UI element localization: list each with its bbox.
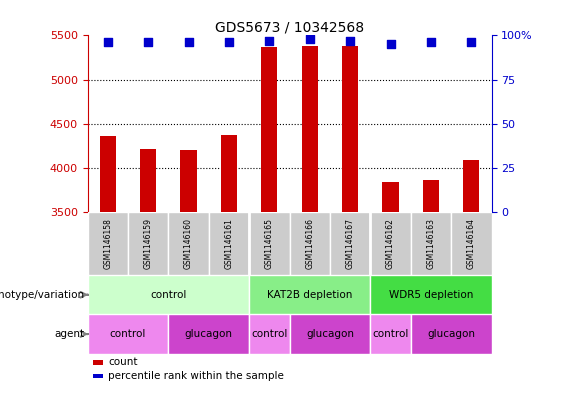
Text: genotype/variation: genotype/variation (0, 290, 85, 300)
Point (144, 39, 153, 46)
Bar (411, 212, 451, 275)
Point (346, 37, 355, 44)
Point (386, 41, 395, 47)
Bar (140, 149, 157, 212)
Bar (88, 314, 168, 354)
Text: control: control (372, 329, 408, 339)
Bar (463, 160, 480, 212)
Bar (249, 314, 289, 354)
Bar (180, 150, 197, 212)
Point (103, 39, 112, 46)
Text: count: count (108, 357, 137, 367)
Point (184, 39, 193, 46)
Bar (168, 212, 209, 275)
Bar (249, 275, 371, 314)
Bar (261, 47, 277, 212)
Text: GSM1146165: GSM1146165 (265, 218, 274, 269)
Bar (209, 212, 249, 275)
Bar (290, 212, 330, 275)
Bar (168, 314, 249, 354)
Text: GSM1146159: GSM1146159 (144, 218, 153, 269)
Bar (99, 136, 116, 212)
Text: GSM1146158: GSM1146158 (103, 218, 112, 269)
Bar (451, 212, 492, 275)
Text: agent: agent (55, 329, 85, 339)
Bar (371, 314, 411, 354)
Bar (128, 212, 168, 275)
Point (467, 39, 476, 46)
Text: GSM1146162: GSM1146162 (386, 218, 395, 269)
Bar (290, 314, 371, 354)
Bar (330, 212, 371, 275)
Bar (371, 212, 411, 275)
Bar (383, 182, 399, 212)
Text: glucagon: glucagon (306, 329, 354, 339)
Text: GSM1146161: GSM1146161 (224, 218, 233, 269)
Point (265, 37, 274, 44)
Text: GSM1146160: GSM1146160 (184, 218, 193, 269)
Text: KAT2B depletion: KAT2B depletion (267, 290, 353, 300)
Bar (342, 46, 358, 212)
Text: WDR5 depletion: WDR5 depletion (389, 290, 473, 300)
Text: GSM1146166: GSM1146166 (305, 218, 314, 269)
Bar (88, 212, 128, 275)
Bar (88, 275, 249, 314)
Text: GSM1146163: GSM1146163 (427, 218, 436, 269)
Bar (249, 212, 289, 275)
Point (427, 39, 436, 46)
Text: control: control (110, 329, 146, 339)
Bar (411, 314, 492, 354)
Text: glucagon: glucagon (185, 329, 233, 339)
Text: control: control (150, 290, 186, 300)
Title: GDS5673 / 10342568: GDS5673 / 10342568 (215, 20, 364, 34)
Bar (302, 46, 318, 212)
Bar (221, 135, 237, 212)
Bar (423, 180, 439, 212)
Text: glucagon: glucagon (427, 329, 475, 339)
Text: GSM1146164: GSM1146164 (467, 218, 476, 269)
Bar (371, 275, 492, 314)
Point (305, 36, 314, 42)
Text: control: control (251, 329, 288, 339)
Point (224, 39, 233, 46)
Text: percentile rank within the sample: percentile rank within the sample (108, 371, 284, 381)
Text: GSM1146167: GSM1146167 (346, 218, 355, 269)
